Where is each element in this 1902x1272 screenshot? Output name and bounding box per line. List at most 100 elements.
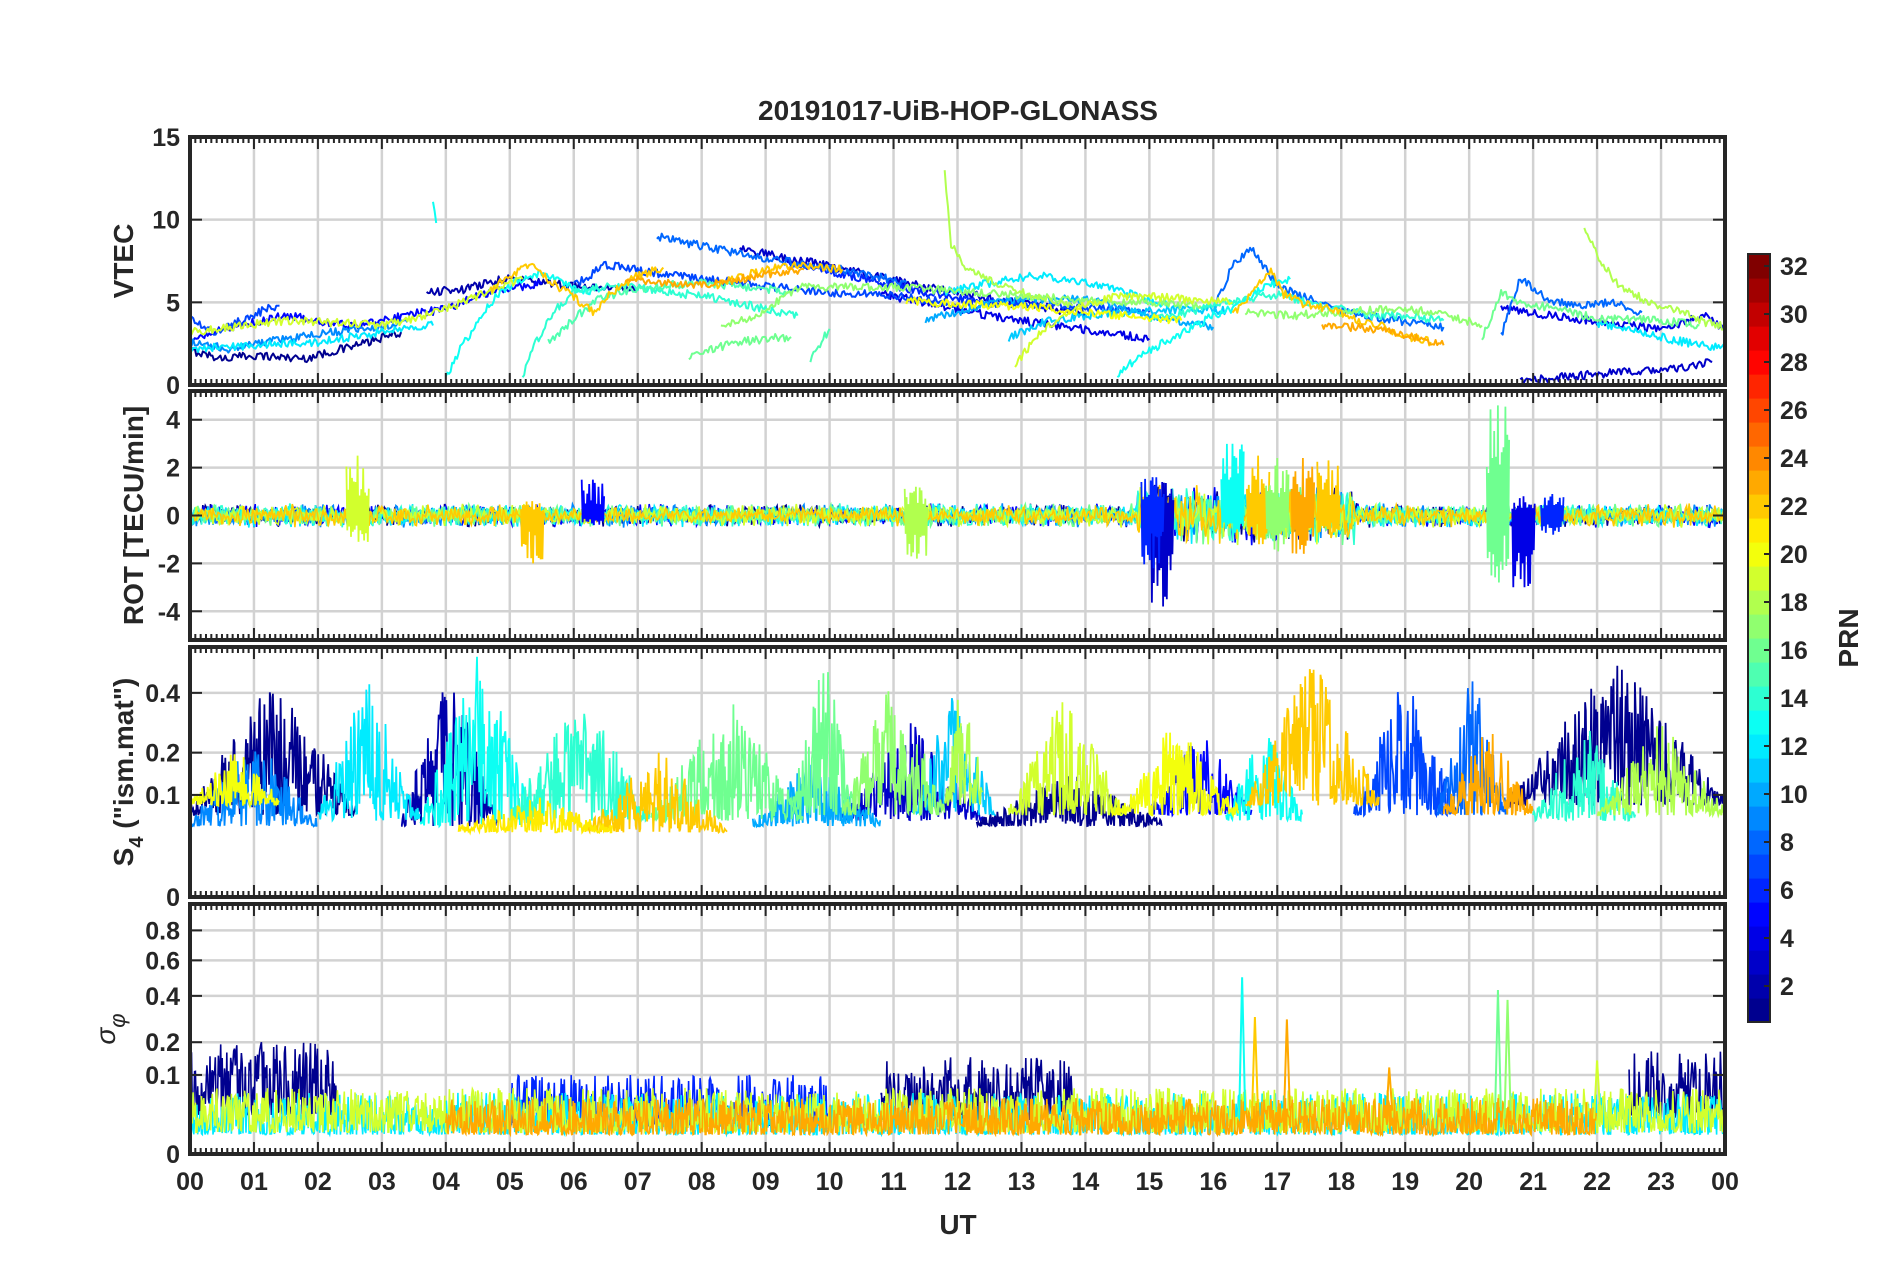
- colorbar-segment: [1748, 446, 1770, 471]
- x-tick-label: 00: [1711, 1168, 1739, 1196]
- colorbar-segment: [1748, 950, 1770, 975]
- vtec-series-line: [190, 303, 280, 336]
- s4-y-axis-label: S4 ("ism.mat"): [108, 678, 148, 867]
- sigma-y-tick-label: 0.1: [145, 1062, 180, 1090]
- s4-series-line: [317, 684, 421, 823]
- colorbar-segment: [1748, 422, 1770, 447]
- s4-y-tick-label: 0.1: [145, 782, 180, 810]
- vtec-series-line: [573, 260, 1151, 316]
- colorbar-segment: [1748, 398, 1770, 423]
- colorbar-segment: [1748, 566, 1770, 591]
- vtec-series-line: [1014, 292, 1234, 368]
- s4-series-line: [1596, 726, 1725, 819]
- rot-spike: [1140, 477, 1165, 569]
- x-tick-label: 04: [432, 1168, 460, 1196]
- sigma-y-tick-label: 0.6: [145, 947, 180, 975]
- vtec-series-line: [1007, 304, 1228, 342]
- colorbar-tick-label: 28: [1780, 349, 1808, 377]
- colorbar-segment: [1748, 758, 1770, 783]
- vtec-series-line: [444, 269, 601, 377]
- rot-spike: [1485, 405, 1510, 583]
- s4-y-axis-label-subscript: 4: [126, 836, 148, 848]
- vtec-series-line: [1500, 277, 1643, 336]
- colorbar-segment: [1748, 638, 1770, 663]
- colorbar-segment: [1748, 494, 1770, 519]
- sigma-tickmarks: [189, 904, 1726, 1155]
- sigma-y-tick-label: 0.4: [145, 983, 180, 1011]
- s4-series-line: [190, 754, 280, 810]
- sigma-series-line: [190, 1086, 1725, 1135]
- rot-panel: -4 -2 0 2 4 ROT [TECU/min]: [118, 389, 1727, 642]
- colorbar-segment: [1748, 518, 1770, 543]
- x-tick-label: 17: [1263, 1168, 1291, 1196]
- rot-spike: [580, 479, 605, 526]
- colorbar-segment: [1748, 590, 1770, 615]
- vtec-series-line: [656, 232, 908, 286]
- x-tick-label: 22: [1583, 1168, 1611, 1196]
- vtec-series-line: [688, 333, 792, 361]
- sigma-y-tick-label: 0.2: [145, 1029, 180, 1057]
- rot-spike: [1290, 457, 1315, 554]
- x-tick-label: 16: [1199, 1168, 1227, 1196]
- vtec-series-line: [809, 328, 831, 363]
- vtec-series-line: [624, 267, 805, 289]
- rot-y-tick-label: 2: [166, 455, 180, 483]
- vtec-data: [190, 170, 1725, 385]
- colorbar-segment: [1748, 254, 1770, 279]
- s4-series-line: [1244, 669, 1380, 809]
- sigma-phi-panel: 0 0.1 0.2 0.4 0.60.8 σφ: [90, 902, 1727, 1169]
- rot-spike: [1265, 457, 1290, 552]
- x-tick-label: 20: [1455, 1168, 1483, 1196]
- colorbar-segment: [1748, 374, 1770, 399]
- vtec-series-line: [432, 201, 438, 224]
- x-tick-label: 08: [688, 1168, 716, 1196]
- colorbar-tick-label: 26: [1780, 397, 1808, 425]
- sigma-y-axis-label-main: σ: [90, 1027, 121, 1045]
- x-tick-label: 00: [176, 1168, 204, 1196]
- rot-spike: [1220, 443, 1245, 535]
- s4-series-line: [943, 699, 984, 806]
- colorbar-segment: [1748, 350, 1770, 375]
- colorbar-segment: [1748, 278, 1770, 303]
- vtec-series-line: [943, 271, 1170, 308]
- colorbar-segment: [1748, 470, 1770, 495]
- vtec-series-line: [521, 282, 799, 378]
- s4-series-line: [419, 656, 537, 829]
- sigma-y-axis-label-subscript: φ: [105, 1013, 130, 1027]
- s4-series-line: [457, 797, 613, 836]
- rot-y-tick-label: -4: [158, 598, 180, 626]
- colorbar-segment: [1748, 710, 1770, 735]
- sigma-spike: [1250, 1017, 1259, 1119]
- rot-y-tick-label: 0: [166, 503, 180, 531]
- sigma-spike: [1493, 990, 1502, 1119]
- vtec-series-line: [1321, 321, 1445, 347]
- colorbar-tick-label: 4: [1780, 925, 1794, 953]
- colorbar-tick-label: 10: [1780, 781, 1808, 809]
- rot-spike: [903, 486, 928, 559]
- vtec-series-line: [1244, 305, 1483, 329]
- rot-spike: [1316, 460, 1341, 535]
- colorbar-segment: [1748, 782, 1770, 807]
- s4-y-axis-label-main: S: [108, 848, 139, 867]
- x-tick-label: 05: [496, 1168, 524, 1196]
- x-tick-label: 10: [816, 1168, 844, 1196]
- sigma-y-axis-label: σφ: [90, 1013, 130, 1044]
- s4-series-line: [1442, 733, 1534, 817]
- rot-y-tick-label: -2: [158, 550, 180, 578]
- s4-panel: 00.10.20.4S4 ("ism.mat"): [108, 645, 1727, 912]
- rot-spike: [520, 501, 545, 564]
- x-tick-label: 03: [368, 1168, 396, 1196]
- s4-series-line: [1225, 738, 1303, 823]
- colorbar-segment: [1748, 662, 1770, 687]
- colorbar-tick-label: 18: [1780, 589, 1808, 617]
- colorbar-segment: [1748, 854, 1770, 879]
- x-tick-label: 21: [1519, 1168, 1547, 1196]
- rot-y-axis-label: ROT [TECU/min]: [118, 406, 149, 625]
- x-tick-label: 01: [240, 1168, 268, 1196]
- sigma-spike: [1503, 999, 1512, 1119]
- colorbar-tick-label: 2: [1780, 973, 1794, 1001]
- colorbar-segment: [1748, 614, 1770, 639]
- colorbar-segment: [1748, 326, 1770, 351]
- s4-y-axis-label-rest: ("ism.mat"): [108, 678, 139, 837]
